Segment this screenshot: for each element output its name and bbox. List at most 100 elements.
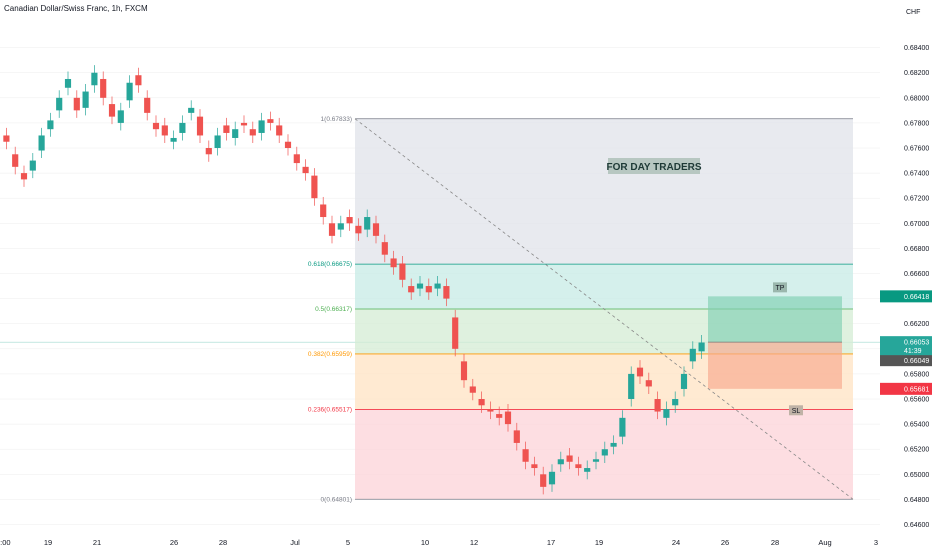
trend-line[interactable] [354,118,854,500]
candle [372,223,380,236]
time-tick-label: 26 [721,538,729,547]
price-tick-label: 0.65400 [904,422,929,429]
candle [346,217,353,224]
candle [654,399,661,412]
annotation-text: FOR DAY TRADERS [606,162,701,173]
time-tick-label: 28 [219,538,227,547]
candle [328,223,336,236]
price-tick-label: 0.65600 [904,397,929,404]
candle [267,119,274,123]
candle [548,471,556,485]
candle [38,135,45,151]
candle [601,449,608,456]
candle [636,367,644,377]
candle [416,283,424,289]
candle [232,129,239,138]
candle [575,464,582,469]
last-price-tag: 0.66049 [904,358,929,365]
tp-price-tag: 0.66418 [904,294,929,301]
stop-loss-zone [708,342,842,389]
time-tick-label: 5 [346,538,350,547]
candle [425,286,432,293]
candle [355,225,362,234]
time-tick-label: 19 [44,538,52,547]
last-price-tag-bg [880,355,932,367]
candle [64,78,72,88]
text-annotation[interactable]: FOR DAY TRADERS [606,158,702,174]
dashed-trend-line [354,118,854,500]
time-tick-label: 10 [421,538,429,547]
time-tick-label: 21 [93,538,101,547]
price-tick-label: 0.67000 [904,221,929,228]
candle [610,442,617,447]
candle [443,286,450,299]
price-tick-label: 0.65000 [904,472,929,479]
annotation-box [608,158,700,174]
price-tick-label: 0.68000 [904,95,929,102]
price-tick-label: 0.68400 [904,45,929,52]
candle [152,122,160,130]
time-tick-label: 24 [672,538,680,547]
time-tick-label: 26 [170,538,178,547]
candle [680,373,688,389]
candle [663,409,670,418]
candle [337,223,344,230]
fib-level-label: 1(0.67833) [321,116,352,123]
long-position-tool[interactable]: TP SL [708,282,842,416]
price-tick-label: 0.66800 [904,246,929,253]
chart-title: Canadian Dollar/Swiss Franc, 1h, FXCM [4,4,148,13]
sl-label: SL [792,408,801,415]
candlestick-series [3,65,705,495]
candle [126,82,133,101]
candle [12,154,19,167]
price-tick-label: 0.67200 [904,196,929,203]
candle [56,97,63,111]
candle [108,104,116,117]
price-tick-label: 0.66600 [904,271,929,278]
candle [258,120,265,133]
candle [170,137,177,142]
current-price-tag: 0.66053 [904,340,929,347]
candle [3,135,10,142]
candle [82,91,89,108]
candle [117,110,124,123]
candle [249,129,256,136]
candle [161,125,168,136]
price-tick-label: 0.65800 [904,371,929,378]
candle [513,430,520,443]
candle [540,474,547,487]
candle [390,258,397,268]
candle [205,148,212,155]
candle [487,409,494,412]
candle [619,417,626,437]
tp-label-box [773,282,787,293]
price-tick-label: 0.65200 [904,447,929,454]
candle [73,97,80,111]
time-axis[interactable]: 5:00 19 21 26 28 Jul 5 10 12 17 19 24 26 28 Aug 3 [0,538,878,547]
candle [469,386,476,393]
candle [223,125,230,133]
candle [364,217,371,230]
time-tick-label: 12 [470,538,478,547]
price-axis[interactable]: 0.68400 0.68200 0.68000 0.67800 0.67600 0.674… [880,45,932,529]
fib-zone [355,118,853,265]
candle [522,449,529,462]
candle [434,283,441,289]
candle [284,141,292,149]
price-tick-label: 0.67600 [904,146,929,153]
take-profit-zone [708,296,842,343]
candle [689,348,696,362]
candle [584,468,591,472]
time-tick-label: 3 [874,538,878,547]
candle [672,399,679,406]
candle [557,459,564,465]
tp-label: TP [776,285,785,292]
fib-level-label: 0.618(0.66675) [308,261,352,268]
time-tick-label: 28 [771,538,779,547]
candle [214,135,221,149]
price-tick-label: 0.66200 [904,321,929,328]
candle [91,72,98,86]
candle [381,242,388,255]
price-tick-label: 0.64800 [904,497,929,504]
